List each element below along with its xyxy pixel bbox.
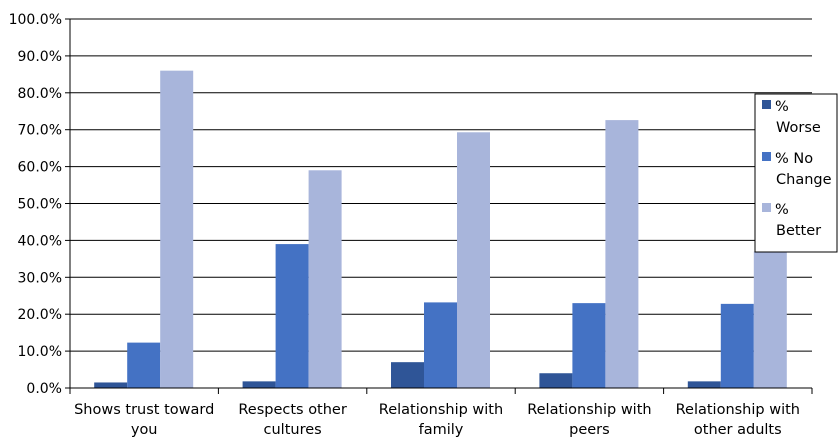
legend-label: % No (775, 151, 813, 167)
bar-worse-1 (242, 381, 276, 388)
y-tick-label: 40.0% (18, 233, 62, 249)
bars (94, 70, 787, 388)
y-tick-labels: 0.0% 10.0% 20.0% 30.0% 40.0% 50.0% 60.0% 70.0% 8… (9, 12, 62, 397)
category-label: you (131, 422, 158, 438)
category-labels: Shows trust toward you Respects other cultu… (74, 402, 800, 438)
legend-label: % (775, 202, 789, 218)
category-label: other adults (694, 422, 782, 438)
category-label: Respects other (238, 402, 347, 418)
y-tick-label: 90.0% (18, 49, 62, 65)
bar-worse-2 (391, 362, 424, 388)
bar-better-0 (160, 70, 194, 388)
bar-better-1 (308, 170, 342, 388)
y-tick-label: 100.0% (9, 12, 62, 28)
legend-swatch (762, 152, 771, 161)
bar-worse-4 (687, 381, 721, 388)
y-tick-label: 70.0% (18, 123, 62, 139)
y-tick-label: 50.0% (18, 197, 62, 213)
category-label: family (419, 422, 464, 438)
y-tick-label: 60.0% (18, 160, 62, 176)
bar-worse-0 (94, 382, 128, 388)
y-tick-label: 10.0% (18, 344, 62, 360)
legend-label: % (775, 99, 789, 115)
y-tick-label: 0.0% (26, 381, 62, 397)
category-label: Relationship with (379, 402, 503, 418)
bar-no-change-4 (720, 303, 754, 388)
category-label: Shows trust toward (74, 402, 214, 418)
bar-better-4 (753, 251, 787, 388)
legend-label: Change (776, 172, 832, 188)
legend-label: Worse (776, 120, 821, 136)
legend-box (754, 93, 838, 253)
y-tick-label: 20.0% (18, 307, 62, 323)
y-tick-label: 80.0% (18, 86, 62, 102)
bar-better-2 (457, 132, 490, 388)
bar-no-change-1 (275, 244, 309, 388)
category-label: cultures (264, 422, 322, 438)
legend: % Worse % No Change% Better (754, 93, 838, 253)
legend-swatch (762, 100, 771, 109)
bar-no-change-0 (127, 342, 161, 388)
legend-label: Better (776, 223, 821, 239)
gridlines (70, 18, 812, 352)
bar-no-change-3 (572, 303, 606, 388)
bar-better-3 (605, 120, 639, 388)
axes (65, 18, 813, 394)
category-label: Relationship with (527, 402, 651, 418)
bar-no-change-2 (424, 302, 457, 388)
y-tick-label: 30.0% (18, 270, 62, 286)
legend-swatch (762, 203, 771, 212)
bar-worse-3 (539, 373, 573, 388)
category-label: peers (569, 422, 610, 438)
category-label: Relationship with (676, 402, 800, 418)
